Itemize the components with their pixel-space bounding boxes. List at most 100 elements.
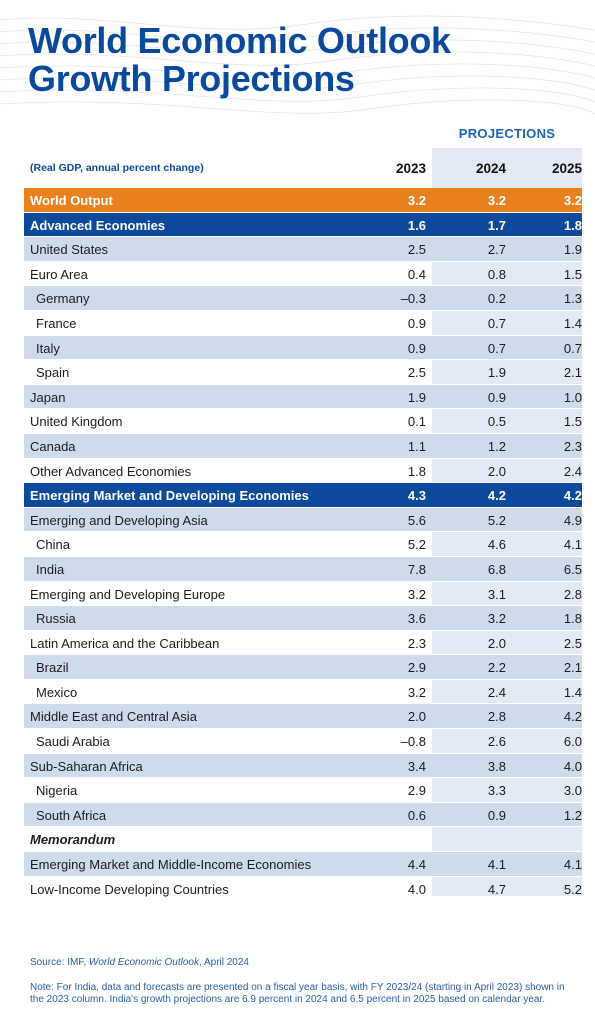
table-row: Advanced Economies 1.6 1.7 1.8: [24, 212, 582, 238]
value-2025: 2.4: [563, 463, 582, 479]
row-label: China: [36, 537, 70, 553]
table-row: Emerging Market and Developing Economies…: [24, 483, 582, 508]
table-row: Latin America and the Caribbean 2.3 2.0 2.5: [24, 631, 582, 656]
table-row: Russia 3.6 3.2 1.8: [24, 606, 582, 631]
value-2025: 2.1: [563, 660, 582, 676]
value-2025: 1.5: [563, 414, 582, 430]
value-2025: 3.2: [563, 193, 582, 208]
value-2025: 6.0: [563, 734, 582, 750]
table-row: Spain 2.5 1.9 2.1: [24, 360, 582, 385]
value-2025: 4.0: [563, 758, 582, 774]
value-2023: 0.1: [407, 414, 426, 430]
value-2025: 1.5: [563, 266, 582, 282]
row-label: World Output: [30, 193, 113, 208]
value-2025: 6.5: [563, 561, 582, 577]
value-2023: 7.8: [407, 561, 426, 577]
table-row: Mexico 3.2 2.4 1.4: [24, 680, 582, 705]
value-2025: 1.4: [563, 315, 582, 331]
value-2024: 2.8: [487, 709, 506, 725]
value-2025: 1.8: [563, 611, 582, 627]
value-2025: 1.0: [563, 389, 582, 405]
table-row: World Output 3.2 3.2 3.2: [24, 188, 582, 213]
row-label: Other Advanced Economies: [30, 463, 192, 479]
table-row: France 0.9 0.7 1.4: [24, 311, 582, 336]
value-2025: 4.2: [563, 488, 582, 504]
row-label: Euro Area: [30, 266, 88, 282]
value-2023: 0.4: [407, 266, 426, 282]
row-label: Nigeria: [36, 783, 78, 799]
value-2024: 1.7: [487, 217, 506, 233]
background-wave-pattern: [0, 15, 595, 115]
row-label: Emerging and Developing Asia: [30, 512, 208, 528]
value-2025: 2.8: [563, 586, 582, 602]
value-2024: 0.9: [487, 389, 506, 405]
table-row: United Kingdom 0.1 0.5 1.5: [24, 409, 582, 434]
value-2023: 1.1: [407, 438, 426, 454]
row-label: Russia: [36, 611, 76, 627]
value-2023: 0.6: [407, 807, 426, 823]
table-row: India 7.8 6.8 6.5: [24, 556, 582, 582]
title-line-2: Growth Projections: [28, 58, 355, 99]
row-label: Latin America and the Caribbean: [30, 635, 220, 651]
value-2023: 2.9: [407, 660, 426, 676]
row-label: France: [36, 315, 77, 331]
table-row: United States 2.5 2.7 1.9: [24, 237, 582, 262]
table-row: Brazil 2.9 2.2 2.1: [24, 655, 582, 680]
row-label: Spain: [36, 365, 70, 381]
value-2023: 4.0: [407, 881, 426, 897]
table-row: Canada 1.1 1.2 2.3: [24, 433, 582, 459]
footnote: Note: For India, data and forecasts are …: [30, 982, 565, 1005]
page-title: World Economic Outlook Growth Projection…: [28, 22, 451, 98]
table-row: Sub-Saharan Africa 3.4 3.8 4.0: [24, 753, 582, 779]
value-2024: 4.7: [487, 881, 506, 897]
source-title: World Economic Outlook: [88, 957, 199, 968]
value-2024: 4.1: [487, 857, 506, 873]
table-row: Germany –0.3 0.2 1.3: [24, 286, 582, 311]
table-header: (Real GDP, annual percent change) 2023 2…: [24, 148, 582, 186]
value-2023: 1.8: [407, 463, 426, 479]
row-label: Brazil: [36, 660, 69, 676]
row-label: Italy: [36, 340, 60, 356]
value-2025: 2.1: [563, 365, 582, 381]
value-2023: 3.2: [407, 193, 426, 208]
value-2023: 3.6: [407, 611, 426, 627]
row-label: Emerging Market and Developing Economies: [30, 488, 309, 504]
value-2024: 1.2: [487, 438, 506, 454]
value-2023: 1.6: [407, 217, 426, 233]
table-row: Low-Income Developing Countries 4.0 4.7 5.2: [24, 877, 582, 902]
column-header-2024: 2024: [475, 161, 506, 176]
value-2024: 0.5: [487, 414, 506, 430]
value-2023: 3.4: [407, 758, 426, 774]
value-2024: 4.2: [487, 488, 506, 504]
value-2023: 4.3: [407, 488, 426, 504]
row-label: Emerging and Developing Europe: [30, 586, 226, 602]
table-row: Emerging and Developing Europe 3.2 3.1 2.8: [24, 582, 582, 607]
projections-label: PROJECTIONS: [458, 126, 556, 141]
value-2025: 2.5: [563, 635, 582, 651]
value-2025: 1.9: [563, 242, 582, 258]
value-2025: 0.7: [563, 340, 582, 356]
value-2025: 3.0: [563, 783, 582, 799]
row-label: Memorandum: [30, 832, 116, 848]
value-2024: 3.3: [487, 783, 506, 799]
value-2025: 1.8: [563, 217, 582, 233]
row-label: Japan: [30, 389, 66, 405]
value-2023: –0.3: [400, 291, 426, 307]
value-2024: 2.0: [487, 463, 506, 479]
table-row: Middle East and Central Asia 2.0 2.8 4.2: [24, 704, 582, 730]
table-row: Emerging Market and Middle-Income Econom…: [24, 852, 582, 877]
value-2025: 4.1: [563, 537, 582, 553]
title-line-1: World Economic Outlook: [28, 20, 451, 61]
value-2025: 4.9: [563, 512, 582, 528]
table-row: South Africa 0.6 0.9 1.2: [24, 802, 582, 828]
source-note: Source: IMF, World Economic Outlook, Apr…: [30, 957, 249, 968]
table-row: Italy 0.9 0.7 0.7: [24, 335, 582, 361]
value-2023: 5.2: [407, 537, 426, 553]
value-2024: 2.0: [487, 635, 506, 651]
value-2024: 0.7: [487, 340, 506, 356]
table-row: Japan 1.9 0.9 1.0: [24, 384, 582, 410]
row-label: Advanced Economies: [30, 217, 166, 233]
table-row: Emerging and Developing Asia 5.6 5.2 4.9: [24, 507, 582, 533]
value-2023: –0.8: [400, 734, 426, 750]
value-2024: 3.2: [487, 611, 506, 627]
